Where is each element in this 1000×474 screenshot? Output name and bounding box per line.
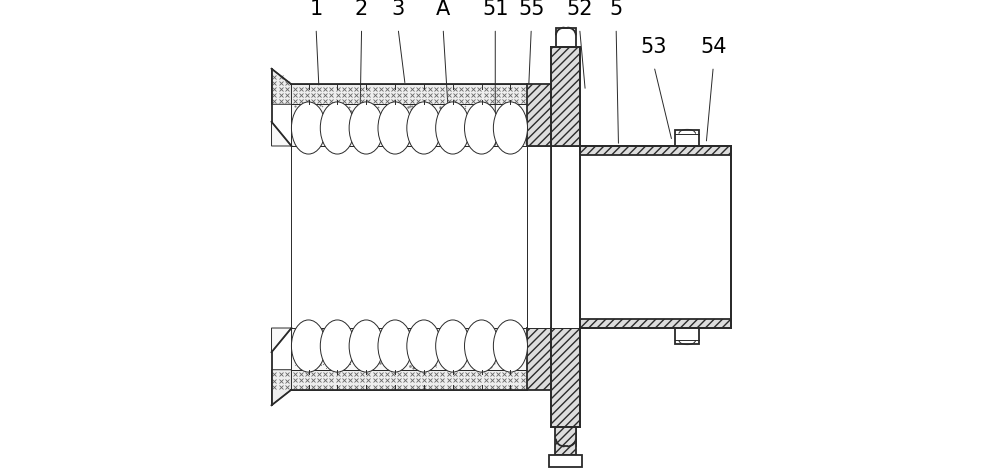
Ellipse shape bbox=[378, 102, 412, 154]
Bar bbox=[551, 47, 580, 146]
Bar bbox=[551, 146, 580, 328]
Ellipse shape bbox=[465, 320, 499, 372]
Ellipse shape bbox=[436, 320, 470, 372]
Polygon shape bbox=[675, 130, 699, 146]
Polygon shape bbox=[675, 328, 699, 344]
Ellipse shape bbox=[465, 102, 499, 154]
Text: 3: 3 bbox=[391, 0, 405, 19]
Bar bbox=[580, 319, 731, 328]
Bar bbox=[527, 146, 551, 328]
Bar bbox=[580, 146, 731, 328]
Text: 54: 54 bbox=[700, 37, 727, 57]
Ellipse shape bbox=[291, 102, 326, 154]
Bar bbox=[291, 328, 527, 370]
Ellipse shape bbox=[320, 320, 354, 372]
Polygon shape bbox=[272, 69, 291, 104]
Polygon shape bbox=[527, 84, 551, 146]
Text: 53: 53 bbox=[641, 37, 667, 57]
Ellipse shape bbox=[349, 320, 383, 372]
Ellipse shape bbox=[436, 102, 470, 154]
Bar bbox=[551, 328, 580, 427]
Ellipse shape bbox=[291, 320, 326, 372]
Polygon shape bbox=[272, 122, 291, 146]
Text: 5: 5 bbox=[610, 0, 623, 19]
Bar bbox=[291, 146, 527, 328]
Ellipse shape bbox=[320, 102, 354, 154]
Bar bbox=[556, 28, 576, 47]
Ellipse shape bbox=[493, 102, 527, 154]
Text: 55: 55 bbox=[518, 0, 545, 19]
Bar bbox=[291, 370, 527, 390]
Bar bbox=[291, 84, 527, 104]
Polygon shape bbox=[272, 69, 527, 85]
Ellipse shape bbox=[349, 102, 383, 154]
Ellipse shape bbox=[378, 320, 412, 372]
Text: 52: 52 bbox=[566, 0, 593, 19]
Polygon shape bbox=[272, 370, 291, 405]
Bar bbox=[555, 427, 576, 455]
Ellipse shape bbox=[493, 320, 527, 372]
Bar bbox=[556, 427, 576, 446]
Ellipse shape bbox=[407, 102, 441, 154]
Bar bbox=[580, 146, 731, 155]
Ellipse shape bbox=[407, 320, 441, 372]
Bar bbox=[291, 104, 527, 146]
Bar bbox=[549, 455, 582, 467]
Polygon shape bbox=[272, 328, 291, 352]
Text: 1: 1 bbox=[309, 0, 323, 19]
Polygon shape bbox=[527, 328, 551, 390]
Text: 51: 51 bbox=[482, 0, 509, 19]
Text: A: A bbox=[436, 0, 450, 19]
Text: 2: 2 bbox=[355, 0, 368, 19]
